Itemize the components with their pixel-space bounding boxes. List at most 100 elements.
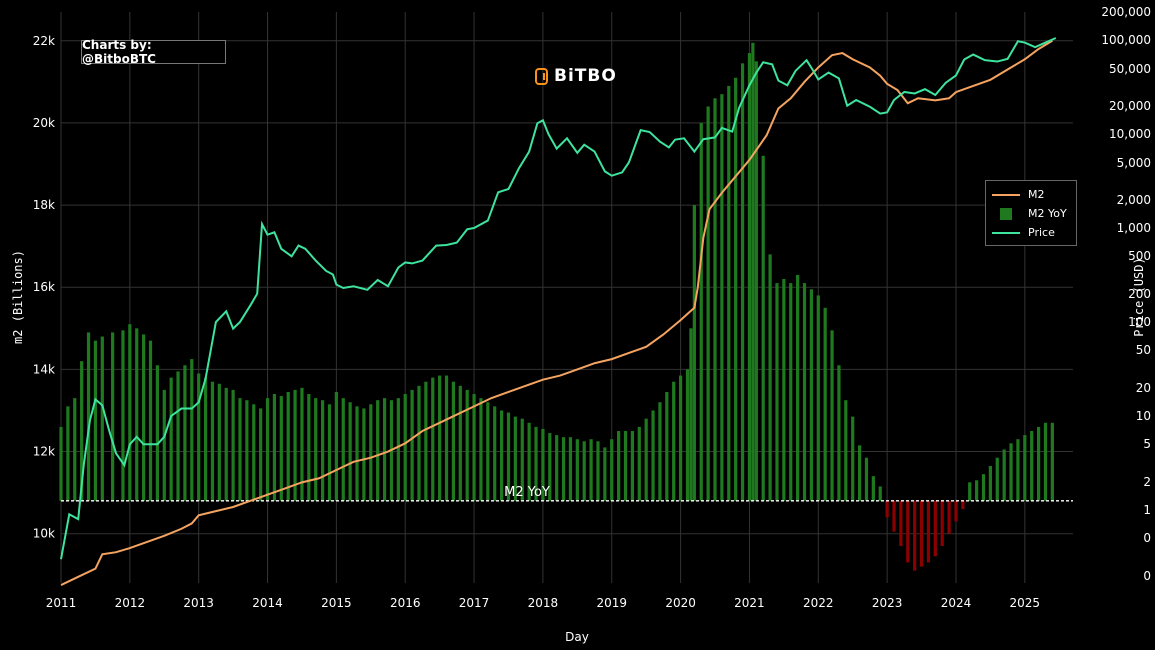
bar-m2-yoy-62 [493, 406, 497, 501]
bar-m2-yoy-96 [720, 94, 724, 501]
bar-m2-yoy-0 [59, 426, 63, 501]
bar-m2-yoy-141 [1023, 435, 1027, 501]
y-right-tick-1: 100,000 [1101, 33, 1151, 47]
bar-m2-yoy-115 [844, 400, 848, 501]
bar-m2-yoy-51 [417, 385, 421, 501]
y-right-tick-5: 5,000 [1117, 156, 1151, 170]
x-tick-4: 2015 [321, 596, 352, 610]
bar-m2-yoy-119 [871, 476, 875, 501]
bar-m2-yoy-136 [988, 465, 992, 501]
bar-m2-yoy-95 [713, 98, 717, 501]
bar-m2-yoy-8 [121, 330, 125, 501]
bar-m2-yoy-145 [1050, 422, 1054, 501]
bar-m2-yoy-73 [568, 437, 573, 501]
bar-m2-yoy-101 [751, 42, 755, 501]
bar-m2-yoy-111 [816, 295, 820, 501]
bar-m2-yoy-114 [837, 365, 841, 501]
bar-m2-yoy-132 [961, 500, 965, 510]
bar-m2-yoy-105 [775, 283, 779, 501]
reference-line-label: M2 YoY [504, 485, 550, 500]
bar-m2-yoy-37 [321, 400, 325, 501]
bar-m2-yoy-116 [851, 416, 855, 501]
y-left-tick-3: 16k [33, 280, 55, 294]
bar-m2-yoy-57 [458, 385, 462, 501]
x-tick-0: 2011 [46, 596, 77, 610]
series-line-price [60, 37, 1057, 560]
bar-m2-yoy-88 [672, 381, 676, 501]
bar-m2-yoy-20 [203, 377, 208, 501]
y-right-tick-15: 2 [1143, 475, 1151, 489]
y-right-tick-13: 10 [1136, 409, 1151, 423]
bar-m2-yoy-140 [1016, 439, 1020, 501]
bar-m2-yoy-121 [885, 500, 889, 518]
x-tick-12: 2023 [872, 596, 903, 610]
legend-label-price: Price [1028, 226, 1055, 239]
y-right-tick-10: 100 [1128, 315, 1151, 329]
y-right-tick-0: 200,000 [1101, 5, 1151, 19]
bar-m2-yoy-31 [279, 396, 283, 501]
bar-m2-yoy-64 [506, 412, 511, 501]
bar-m2-yoy-75 [582, 441, 586, 501]
bar-m2-yoy-52 [424, 381, 428, 501]
bar-m2-yoy-87 [665, 391, 669, 501]
bar-m2-yoy-110 [809, 289, 813, 501]
y-right-tick-18: 0 [1143, 569, 1151, 583]
x-tick-11: 2022 [803, 596, 834, 610]
legend-item-price[interactable]: Price [992, 223, 1070, 242]
bar-m2-yoy-54 [438, 375, 442, 501]
x-tick-13: 2024 [941, 596, 972, 610]
x-tick-9: 2020 [665, 596, 696, 610]
x-axis-title: Day [565, 630, 589, 644]
bar-m2-yoy-19 [197, 373, 201, 501]
chart-legend[interactable]: M2 M2 YoY Price [985, 180, 1077, 246]
bar-m2-yoy-66 [520, 418, 524, 501]
bar-m2-yoy-89 [678, 375, 683, 501]
bar-m2-yoy-55 [444, 375, 449, 501]
bar-m2-yoy-6 [100, 336, 104, 501]
series-line-m2 [60, 39, 1053, 586]
legend-item-m2[interactable]: M2 [992, 185, 1070, 204]
bar-m2-yoy-112 [823, 307, 827, 501]
legend-item-m2-yoy[interactable]: M2 YoY [992, 204, 1070, 223]
bar-m2-yoy-99 [740, 63, 745, 501]
y-right-tick-8: 500 [1128, 249, 1151, 263]
bar-m2-yoy-83 [637, 426, 641, 501]
bar-m2-yoy-134 [975, 480, 979, 501]
bar-m2-yoy-12 [148, 340, 153, 501]
bar-m2-yoy-113 [830, 330, 834, 501]
bar-m2-yoy-125 [913, 500, 917, 571]
bar-m2-yoy-26 [245, 400, 249, 501]
bar-m2-yoy-46 [382, 398, 387, 501]
bar-m2-yoy-78 [603, 447, 607, 501]
bar-m2-yoy-97 [727, 85, 731, 501]
bar-m2-yoy-139 [1009, 443, 1013, 501]
bar-m2-yoy-123 [899, 500, 903, 547]
legend-label-m2: M2 [1028, 188, 1045, 201]
bar-m2-yoy-81 [623, 431, 628, 501]
bar-m2-yoy-50 [410, 389, 414, 501]
x-tick-7: 2018 [528, 596, 559, 610]
y-left-tick-2: 14k [33, 362, 55, 376]
y-left-tick-6: 22k [33, 34, 55, 48]
bar-m2-yoy-2 [73, 398, 77, 501]
y-right-tick-12: 20 [1136, 381, 1151, 395]
x-tick-5: 2016 [390, 596, 421, 610]
bar-m2-yoy-70 [548, 433, 552, 501]
y-right-tick-11: 50 [1136, 343, 1151, 357]
bar-m2-yoy-63 [499, 410, 504, 501]
x-tick-6: 2017 [459, 596, 490, 610]
bar-m2-yoy-122 [892, 500, 896, 532]
y-right-tick-4: 10,000 [1109, 127, 1151, 141]
bar-m2-yoy-74 [575, 439, 579, 501]
bar-m2-yoy-86 [658, 402, 662, 501]
bar-m2-yoy-5 [93, 340, 98, 501]
bar-m2-yoy-120 [878, 486, 882, 501]
bar-m2-yoy-44 [369, 404, 373, 501]
bar-m2-yoy-18 [190, 359, 194, 501]
bar-m2-yoy-79 [610, 439, 614, 501]
bar-m2-yoy-68 [534, 426, 538, 501]
x-tick-1: 2012 [115, 596, 146, 610]
y-right-tick-6: 2,000 [1117, 193, 1151, 207]
bar-m2-yoy-91 [689, 328, 693, 501]
